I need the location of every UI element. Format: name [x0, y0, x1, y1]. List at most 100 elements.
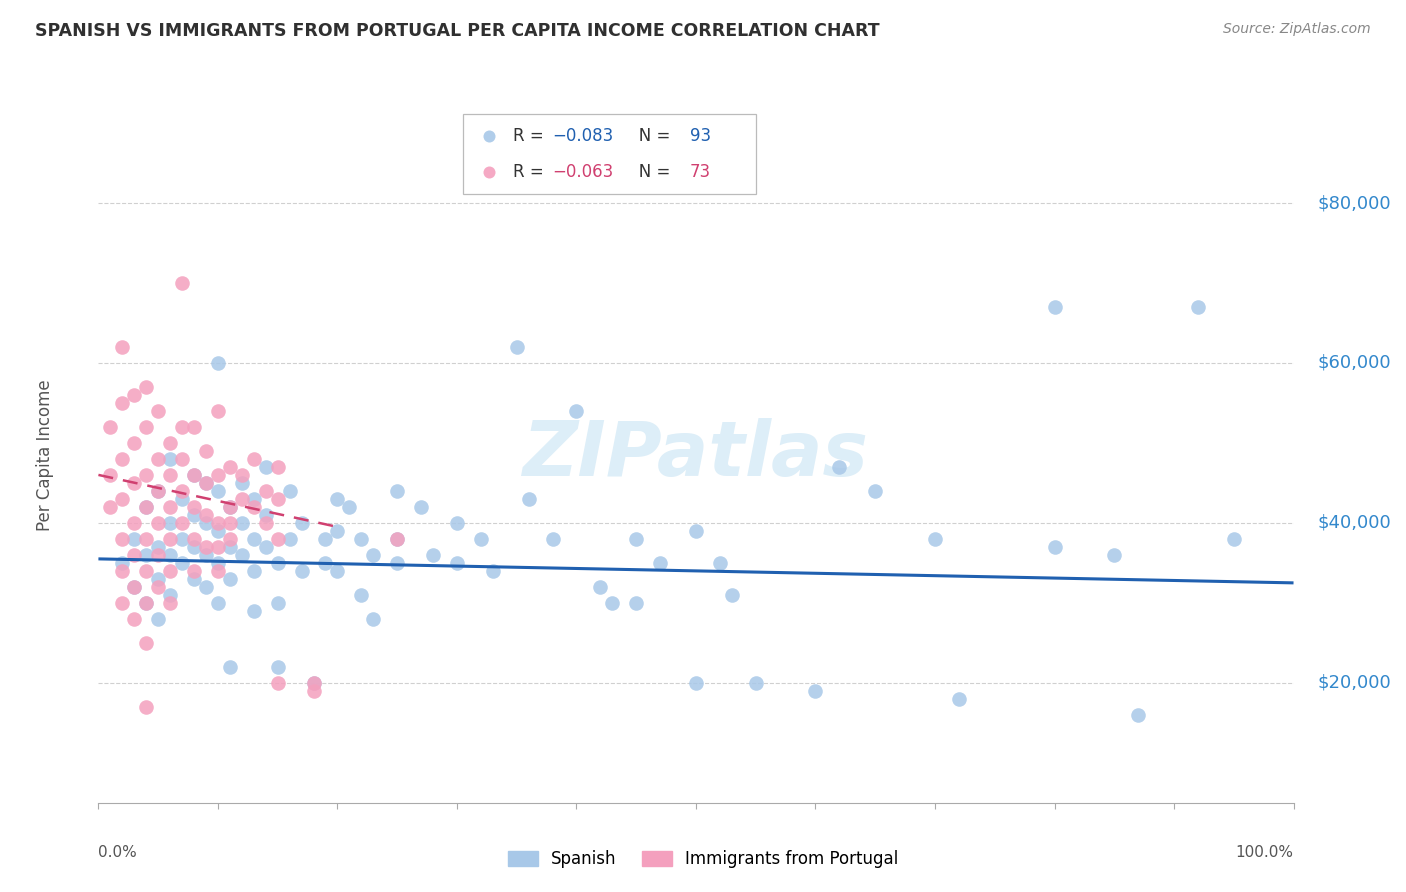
- Point: [159, 588, 181, 602]
- Point: [98, 420, 122, 434]
- Point: [278, 532, 301, 546]
- Point: [267, 676, 290, 690]
- Point: [135, 596, 157, 610]
- Point: [207, 467, 229, 482]
- Point: [194, 475, 217, 490]
- Text: 93: 93: [690, 128, 711, 145]
- Point: [207, 564, 229, 578]
- Point: [207, 524, 229, 538]
- Point: [315, 556, 337, 570]
- Point: [745, 676, 768, 690]
- Point: [721, 588, 744, 602]
- Point: [302, 683, 325, 698]
- Point: [135, 380, 157, 394]
- Point: [254, 459, 277, 474]
- Text: $20,000: $20,000: [1317, 673, 1391, 692]
- Point: [828, 459, 851, 474]
- Point: [685, 524, 707, 538]
- Point: [363, 548, 385, 562]
- Point: [231, 467, 253, 482]
- Point: [243, 564, 266, 578]
- Point: [183, 540, 205, 554]
- Point: [172, 451, 194, 466]
- Point: [111, 451, 134, 466]
- Point: [207, 356, 229, 370]
- Point: [254, 540, 277, 554]
- Point: [219, 500, 242, 514]
- Point: [470, 532, 492, 546]
- Point: [290, 564, 312, 578]
- Point: [422, 548, 444, 562]
- Point: [207, 596, 229, 610]
- Point: [207, 404, 229, 418]
- Point: [267, 491, 290, 506]
- Point: [183, 467, 205, 482]
- Text: R =: R =: [513, 128, 550, 145]
- Text: $40,000: $40,000: [1317, 514, 1391, 532]
- Point: [183, 467, 205, 482]
- Point: [111, 340, 134, 354]
- Point: [98, 500, 122, 514]
- Point: [1187, 300, 1209, 314]
- Point: [315, 532, 337, 546]
- Point: [183, 572, 205, 586]
- Point: [1102, 548, 1125, 562]
- Text: 100.0%: 100.0%: [1236, 845, 1294, 860]
- Point: [124, 580, 146, 594]
- Point: [685, 676, 707, 690]
- Point: [159, 467, 181, 482]
- Point: [172, 556, 194, 570]
- Point: [517, 491, 540, 506]
- Point: [159, 500, 181, 514]
- Text: $60,000: $60,000: [1317, 354, 1391, 372]
- Point: [1043, 300, 1066, 314]
- Point: [326, 564, 349, 578]
- Point: [302, 676, 325, 690]
- Point: [648, 556, 672, 570]
- Point: [194, 516, 217, 530]
- Point: [135, 596, 157, 610]
- Point: [243, 451, 266, 466]
- Point: [183, 420, 205, 434]
- Point: [194, 508, 217, 522]
- Point: [446, 516, 468, 530]
- Point: [172, 483, 194, 498]
- Point: [565, 404, 588, 418]
- Point: [1043, 540, 1066, 554]
- Point: [124, 436, 146, 450]
- Point: [267, 596, 290, 610]
- Point: [207, 516, 229, 530]
- Point: [541, 532, 564, 546]
- Point: [267, 556, 290, 570]
- Point: [135, 532, 157, 546]
- Point: [111, 556, 134, 570]
- Point: [219, 516, 242, 530]
- Point: [148, 483, 170, 498]
- Point: [159, 516, 181, 530]
- Point: [135, 500, 157, 514]
- Point: [111, 396, 134, 410]
- Point: [148, 516, 170, 530]
- Point: [172, 532, 194, 546]
- Point: [207, 556, 229, 570]
- Point: [363, 612, 385, 626]
- Point: [207, 483, 229, 498]
- Point: [111, 564, 134, 578]
- Point: [267, 532, 290, 546]
- Text: ZIPatlas: ZIPatlas: [523, 418, 869, 491]
- Point: [111, 596, 134, 610]
- Point: [326, 524, 349, 538]
- Point: [948, 691, 970, 706]
- Point: [172, 420, 194, 434]
- Point: [337, 500, 360, 514]
- Point: [124, 612, 146, 626]
- Point: [135, 467, 157, 482]
- Point: [481, 564, 505, 578]
- Point: [589, 580, 612, 594]
- Point: [183, 532, 205, 546]
- Point: [194, 548, 217, 562]
- Point: [219, 660, 242, 674]
- Point: [709, 556, 731, 570]
- Point: [243, 491, 266, 506]
- Point: [624, 596, 647, 610]
